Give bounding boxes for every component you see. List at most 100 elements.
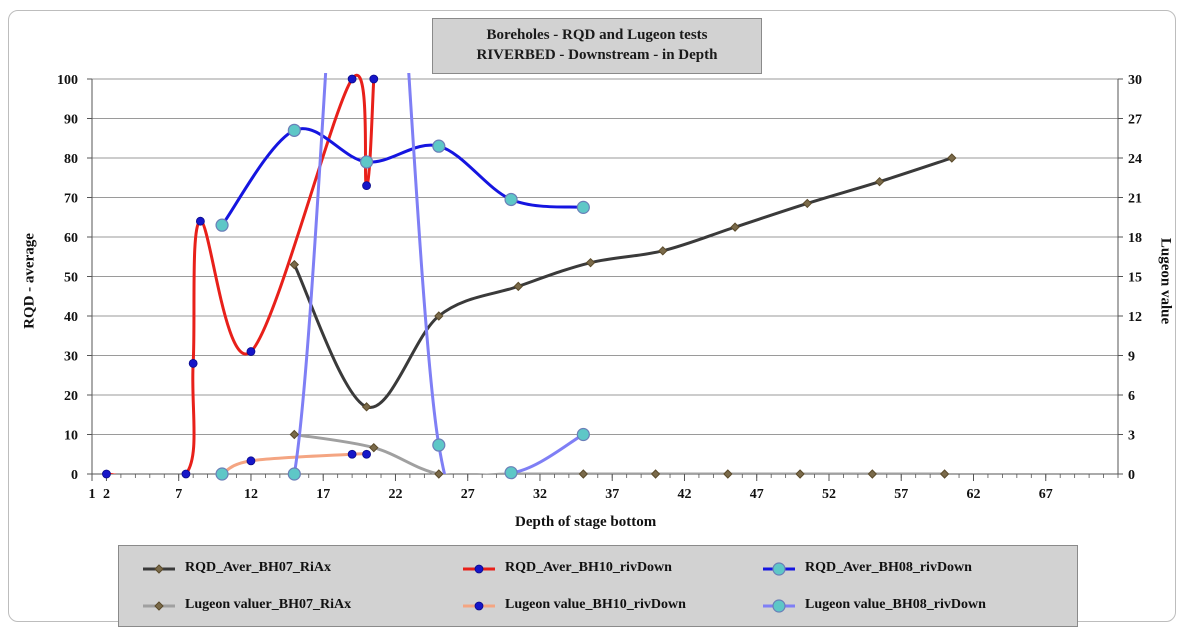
data-point <box>432 438 446 452</box>
x-tick-label: 12 <box>244 487 258 502</box>
data-point <box>369 442 379 453</box>
y-axis-title: RQD - average <box>21 233 38 329</box>
data-point <box>359 155 374 169</box>
y-tick-label: 0 <box>71 468 78 483</box>
x-tick-label: 2 <box>103 487 110 502</box>
data-point <box>289 259 300 270</box>
x-tick-label: 7 <box>175 487 182 502</box>
data-point <box>195 216 205 226</box>
data-point <box>434 311 444 321</box>
x-tick-label: 47 <box>750 487 764 502</box>
data-point <box>246 456 256 466</box>
y2-tick-label: 27 <box>1128 113 1142 128</box>
y2-tick-label: 9 <box>1128 350 1135 365</box>
data-point <box>576 427 590 442</box>
data-point <box>362 181 371 191</box>
x-tick-label: 67 <box>1039 487 1053 502</box>
data-point <box>215 467 229 481</box>
y-tick-label: 30 <box>64 350 78 365</box>
y2-tick-label: 6 <box>1128 389 1135 404</box>
data-point <box>289 429 300 440</box>
y2-tick-label: 24 <box>1128 152 1142 167</box>
x-tick-label: 62 <box>966 487 980 502</box>
data-point <box>188 358 198 368</box>
legend-marker <box>772 599 786 613</box>
data-point <box>362 449 371 459</box>
data-point <box>432 139 446 153</box>
legend-marker <box>474 564 484 574</box>
legend-marker <box>154 601 164 611</box>
data-point <box>361 402 372 412</box>
legend-marker <box>772 562 786 576</box>
data-point <box>287 123 301 137</box>
data-point <box>939 469 950 479</box>
y-tick-label: 50 <box>64 271 78 286</box>
y-tick-label: 70 <box>64 192 78 207</box>
y-tick-label: 80 <box>64 152 78 167</box>
legend-marker <box>154 564 164 574</box>
x-tick-label: 1 <box>89 487 96 502</box>
data-point <box>513 281 524 292</box>
series-layer <box>104 73 954 474</box>
legend-label: Lugeon value_BH10_rivDown <box>505 597 686 612</box>
x-tick-label: 27 <box>461 487 475 502</box>
marker-layer <box>102 74 957 481</box>
data-point <box>504 466 518 480</box>
series-line <box>104 73 376 474</box>
y2-tick-label: 0 <box>1128 468 1135 483</box>
chart-title-line-1: Boreholes - RQD and Lugeon tests <box>486 27 708 43</box>
data-point <box>947 153 957 163</box>
y-tick-label: 40 <box>64 310 78 325</box>
data-point <box>102 469 111 479</box>
legend-swatch <box>763 562 795 576</box>
legend-swatch <box>463 564 495 574</box>
legend-swatch <box>763 599 795 613</box>
data-point <box>650 469 661 479</box>
x-tick-label: 17 <box>316 487 330 502</box>
data-point <box>723 469 733 479</box>
legend-label: RQD_Aver_BH07_RiAx <box>185 560 331 575</box>
data-point <box>504 192 518 207</box>
series-line <box>220 73 585 474</box>
data-point <box>369 74 379 84</box>
x-tick-label: 37 <box>605 487 619 502</box>
data-point <box>215 218 229 232</box>
y2-tick-label: 3 <box>1128 429 1135 444</box>
data-point <box>585 257 596 268</box>
legend-label: RQD_Aver_BH08_rivDown <box>805 560 972 575</box>
legend-marker <box>474 601 484 611</box>
x-tick-label: 22 <box>388 487 402 502</box>
data-point <box>347 449 357 459</box>
x-tick-label: 32 <box>533 487 547 502</box>
series-line <box>292 433 947 474</box>
y-tick-label: 90 <box>64 113 78 128</box>
data-point <box>874 176 885 187</box>
legend-label: Lugeon value_BH08_rivDown <box>805 597 986 612</box>
data-point <box>347 74 357 84</box>
x-tick-label: 52 <box>822 487 836 502</box>
legend-label: RQD_Aver_BH10_rivDown <box>505 560 672 575</box>
y2-tick-label: 18 <box>1128 231 1142 246</box>
y2-tick-label: 21 <box>1128 192 1142 207</box>
data-point <box>578 469 589 479</box>
chart-title-line-2: RIVERBED - Downstream - in Depth <box>476 47 718 63</box>
data-point <box>867 469 878 479</box>
x-tick-label: 57 <box>894 487 908 502</box>
y2-axis-title: Lugeon value <box>1157 237 1174 325</box>
chart-title: Boreholes - RQD and Lugeon tests RIVERBE… <box>432 18 762 74</box>
data-point <box>795 469 805 479</box>
data-point <box>246 347 256 356</box>
legend-label: Lugeon valuer_BH07_RiAx <box>185 597 352 612</box>
legend-swatch <box>143 564 175 574</box>
y-tick-label: 10 <box>64 429 78 444</box>
data-point <box>802 198 813 209</box>
y-tick-label: 60 <box>64 231 78 246</box>
series-line <box>220 127 585 227</box>
data-point <box>181 469 191 479</box>
legend: RQD_Aver_BH07_RiAx RQD_Aver_BH10_rivDown R… <box>118 545 1078 627</box>
y-tick-label: 20 <box>64 389 78 404</box>
series-line <box>292 156 954 409</box>
y2-tick-label: 12 <box>1128 310 1142 325</box>
legend-swatch <box>463 601 495 611</box>
